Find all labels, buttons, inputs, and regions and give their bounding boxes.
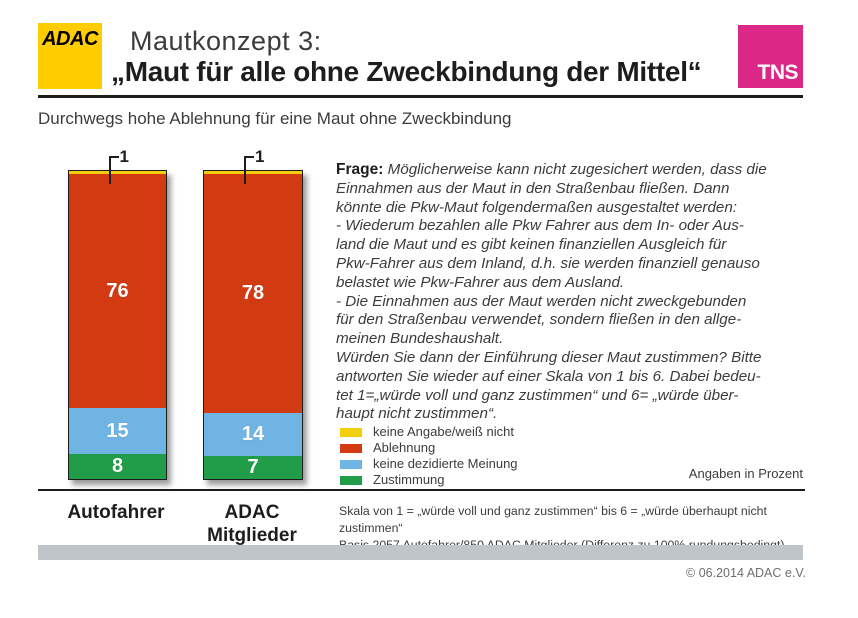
bar-segment: 78: [204, 174, 302, 414]
footer-band: [38, 545, 803, 560]
legend-label: Zustimmung: [373, 472, 445, 487]
survey-question: Frage: Möglicherweise kann nicht zugesic…: [336, 161, 820, 424]
bar-segment: 76: [69, 174, 166, 409]
tns-logo-text: TNS: [757, 61, 799, 84]
legend-swatch-yellow: [340, 427, 362, 437]
bar-value-label: 76: [106, 279, 129, 302]
legend-item: keine Angabe/weiß nicht: [340, 424, 518, 440]
copyright: © 06.2014 ADAC e.V.: [686, 566, 806, 580]
bar-value-label: 78: [241, 282, 265, 305]
page-title: Mautkonzept 3:: [130, 26, 322, 56]
category-label-adac-mitglieder: ADAC Mitglieder: [207, 502, 297, 546]
category-label-autofahrer: Autofahrer: [67, 502, 165, 523]
bar-value-label: 8: [111, 455, 124, 478]
legend-item: Ablehnung: [340, 440, 518, 456]
bar-value-label: 15: [106, 419, 129, 442]
callout-bracket: 1: [108, 148, 129, 184]
chart-headline: Durchwegs hohe Ablehnung für eine Maut o…: [38, 109, 512, 128]
adac-logo-text: ADAC: [42, 28, 98, 50]
legend-label: keine dezidierte Meinung: [373, 456, 518, 471]
bar-autofahrer: 1 76 15 8: [68, 148, 167, 480]
tns-logo: TNS: [738, 25, 803, 88]
question-body: Möglicherweise kann nicht zugesichert we…: [336, 161, 767, 423]
adac-logo: ADAC: [38, 23, 102, 89]
legend-item: keine dezidierte Meinung: [340, 456, 518, 472]
legend: keine Angabe/weiß nicht Ablehnung keine …: [340, 424, 518, 488]
legend-swatch-red: [340, 443, 362, 453]
bar-segment: 7: [204, 456, 302, 479]
legend-swatch-blue: [340, 459, 362, 469]
footnote-scale: Skala von 1 = „würde voll und ganz zusti…: [339, 504, 767, 535]
bar-segment: 14: [204, 413, 302, 456]
question-label: Frage:: [336, 161, 384, 178]
callout-bracket: 1: [244, 148, 264, 184]
bar-adac-mitglieder: 1 78 14 7: [203, 148, 303, 480]
legend-label: Ablehnung: [373, 440, 436, 455]
unit-note: Angaben in Prozent: [688, 466, 803, 481]
bar-segment: 8: [69, 454, 166, 479]
legend-swatch-green: [340, 475, 362, 485]
legend-item: Zustimmung: [340, 472, 518, 488]
bar-value-label: 14: [241, 423, 265, 446]
callout-value: 1: [119, 147, 129, 166]
bar-value-label: 7: [247, 456, 259, 478]
bar-segment: [69, 171, 166, 175]
bar-segment: [204, 171, 302, 175]
page-subtitle: „Maut für alle ohne Zweckbindung der Mit…: [111, 56, 702, 87]
legend-label: keine Angabe/weiß nicht: [373, 424, 514, 439]
chart-baseline: [38, 489, 805, 491]
bar-segment: 15: [69, 408, 166, 455]
header-divider: [38, 95, 803, 98]
callout-value: 1: [255, 147, 265, 166]
